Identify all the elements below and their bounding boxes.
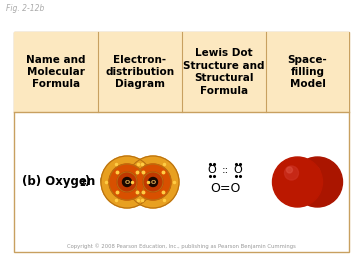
Text: Copyright © 2008 Pearson Education, Inc., publishing as Pearson Benjamin Cumming: Copyright © 2008 Pearson Education, Inc.… [67,243,296,249]
Text: Electron-
distribution
Diagram: Electron- distribution Diagram [105,55,175,89]
Text: O: O [234,165,242,175]
Text: Lewis Dot
Structure and
Structural
Formula: Lewis Dot Structure and Structural Formu… [183,48,265,96]
Text: ::: :: [221,165,229,175]
Circle shape [285,166,298,180]
Circle shape [305,165,320,181]
Bar [14,32,349,112]
Text: (b) Oxygen (O: (b) Oxygen (O [22,176,115,189]
Circle shape [143,172,163,192]
Text: Space-
filling
Model: Space- filling Model [287,55,327,89]
Text: Fig. 2-12b: Fig. 2-12b [6,4,44,13]
Circle shape [109,164,145,200]
Circle shape [122,178,131,187]
Circle shape [286,167,293,173]
Circle shape [101,156,153,208]
Text: O: O [208,165,216,175]
Circle shape [273,157,322,207]
Circle shape [293,157,343,207]
Circle shape [127,156,179,208]
Text: O=O: O=O [210,181,240,195]
Text: ): ) [85,176,90,189]
Text: Name and
Molecular
Formula: Name and Molecular Formula [26,55,86,89]
Circle shape [135,164,171,200]
Circle shape [117,172,137,192]
Circle shape [148,178,158,187]
Text: O: O [150,179,156,184]
Bar [14,32,349,252]
Text: O: O [125,179,130,184]
Text: 2: 2 [79,179,85,189]
